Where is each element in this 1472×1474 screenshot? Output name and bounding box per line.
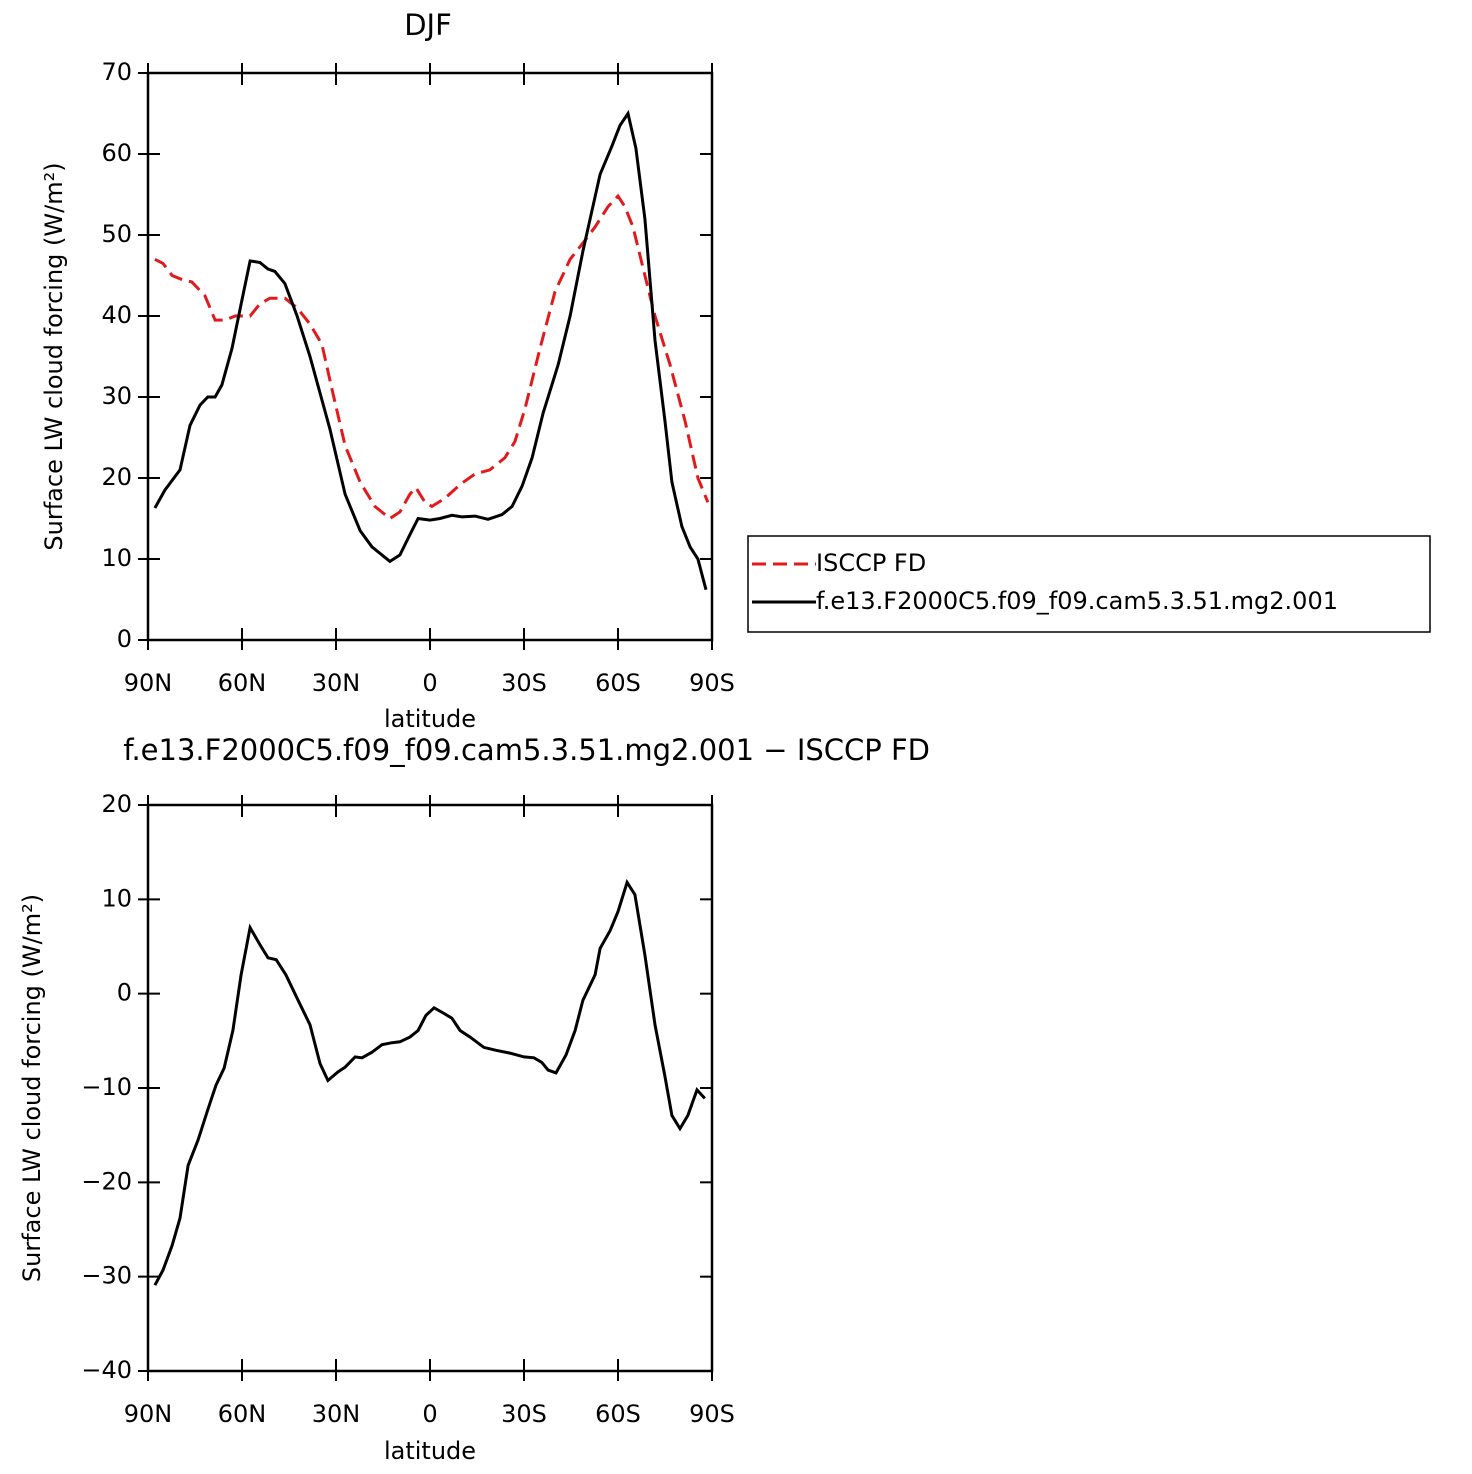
- y-tick-label: 20: [101, 790, 132, 818]
- y-tick-label: −20: [81, 1167, 132, 1195]
- y-tick-label: 40: [101, 301, 132, 329]
- x-tick-label: 0: [422, 669, 437, 697]
- y-tick-label: 30: [101, 382, 132, 410]
- x-tick-label: 90S: [689, 1400, 735, 1428]
- y-axis-label: Surface LW cloud forcing (W/m²): [18, 894, 46, 1282]
- x-tick-label: 60N: [218, 1400, 267, 1428]
- data-line: [153, 109, 708, 591]
- x-tick-label: 90N: [124, 1400, 173, 1428]
- x-tick-label: 30N: [312, 1400, 361, 1428]
- legend-label: ISCCP FD: [816, 549, 926, 577]
- y-axis-label: Surface LW cloud forcing (W/m²): [40, 162, 68, 550]
- legend-label: f.e13.F2000C5.f09_f09.cam5.3.51.mg2.001: [816, 587, 1338, 615]
- x-tick-label: 60S: [595, 1400, 641, 1428]
- x-tick-label: 60N: [218, 669, 267, 697]
- x-axis-label: latitude: [384, 705, 476, 733]
- plot-frame: [146, 803, 714, 1373]
- data-line: [153, 878, 706, 1286]
- legend-box: [747, 535, 1431, 633]
- data-line: [154, 193, 710, 521]
- x-axis-label: latitude: [384, 1437, 476, 1465]
- y-tick-label: 60: [101, 139, 132, 167]
- y-tick-label: 0: [117, 979, 132, 1007]
- y-tick-label: −40: [81, 1356, 132, 1384]
- y-tick-label: 0: [117, 625, 132, 653]
- x-tick-label: 90S: [689, 669, 735, 697]
- y-tick-label: 50: [101, 220, 132, 248]
- chart-title: DJF: [404, 8, 452, 42]
- x-tick-label: 60S: [595, 669, 641, 697]
- x-tick-label: 30N: [312, 669, 361, 697]
- x-tick-label: 30S: [501, 669, 547, 697]
- y-tick-label: −30: [81, 1262, 132, 1290]
- y-tick-label: 10: [101, 544, 132, 572]
- y-tick-label: −10: [81, 1073, 132, 1101]
- x-tick-label: 0: [422, 1400, 437, 1428]
- plot-frame: [146, 71, 714, 642]
- x-tick-label: 30S: [501, 1400, 547, 1428]
- x-tick-label: 90N: [124, 669, 173, 697]
- y-tick-label: 70: [101, 58, 132, 86]
- y-tick-label: 10: [101, 884, 132, 912]
- chart-title: f.e13.F2000C5.f09_f09.cam5.3.51.mg2.001 …: [123, 733, 930, 767]
- y-tick-label: 20: [101, 463, 132, 491]
